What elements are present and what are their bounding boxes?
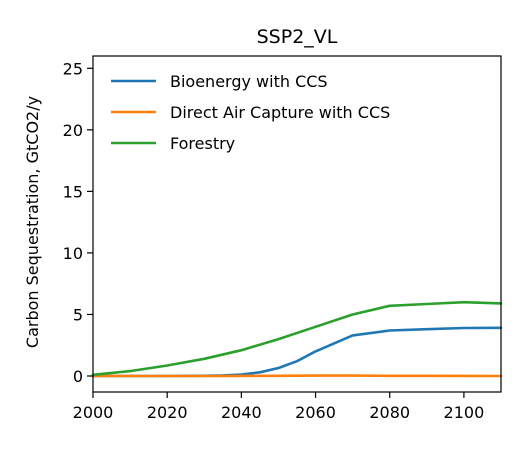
y-axis-ticks: 0 5 10 15 20 25 xyxy=(63,59,93,386)
x-tick-label-2: 2040 xyxy=(221,403,262,422)
series-line-2 xyxy=(91,300,503,377)
legend-label-1: Direct Air Capture with CCS xyxy=(170,103,390,122)
y-tick-label-5: 25 xyxy=(63,59,83,78)
x-tick-label-0: 2000 xyxy=(73,403,114,422)
x-axis-ticks: 2000 2020 2040 2060 2080 2100 xyxy=(73,392,485,422)
x-tick-label-5: 2100 xyxy=(444,403,485,422)
legend: Bioenergy with CCS Direct Air Capture wit… xyxy=(111,72,390,153)
legend-label-0: Bioenergy with CCS xyxy=(170,72,328,91)
y-tick-label-0: 0 xyxy=(73,367,83,386)
x-tick-label-1: 2020 xyxy=(147,403,188,422)
x-tick-label-3: 2060 xyxy=(295,403,336,422)
y-tick-label-1: 5 xyxy=(73,305,83,324)
y-tick-label-2: 10 xyxy=(63,244,83,263)
y-tick-label-3: 15 xyxy=(63,182,83,201)
chart-title: SSP2_VL xyxy=(257,26,338,48)
y-tick-label-4: 20 xyxy=(63,121,83,140)
plot-frame xyxy=(92,55,502,393)
series-lines xyxy=(91,300,503,378)
legend-label-2: Forestry xyxy=(170,134,235,153)
y-axis-label: Carbon Sequestration, GtCO2/y xyxy=(23,96,42,348)
x-tick-label-4: 2080 xyxy=(369,403,410,422)
